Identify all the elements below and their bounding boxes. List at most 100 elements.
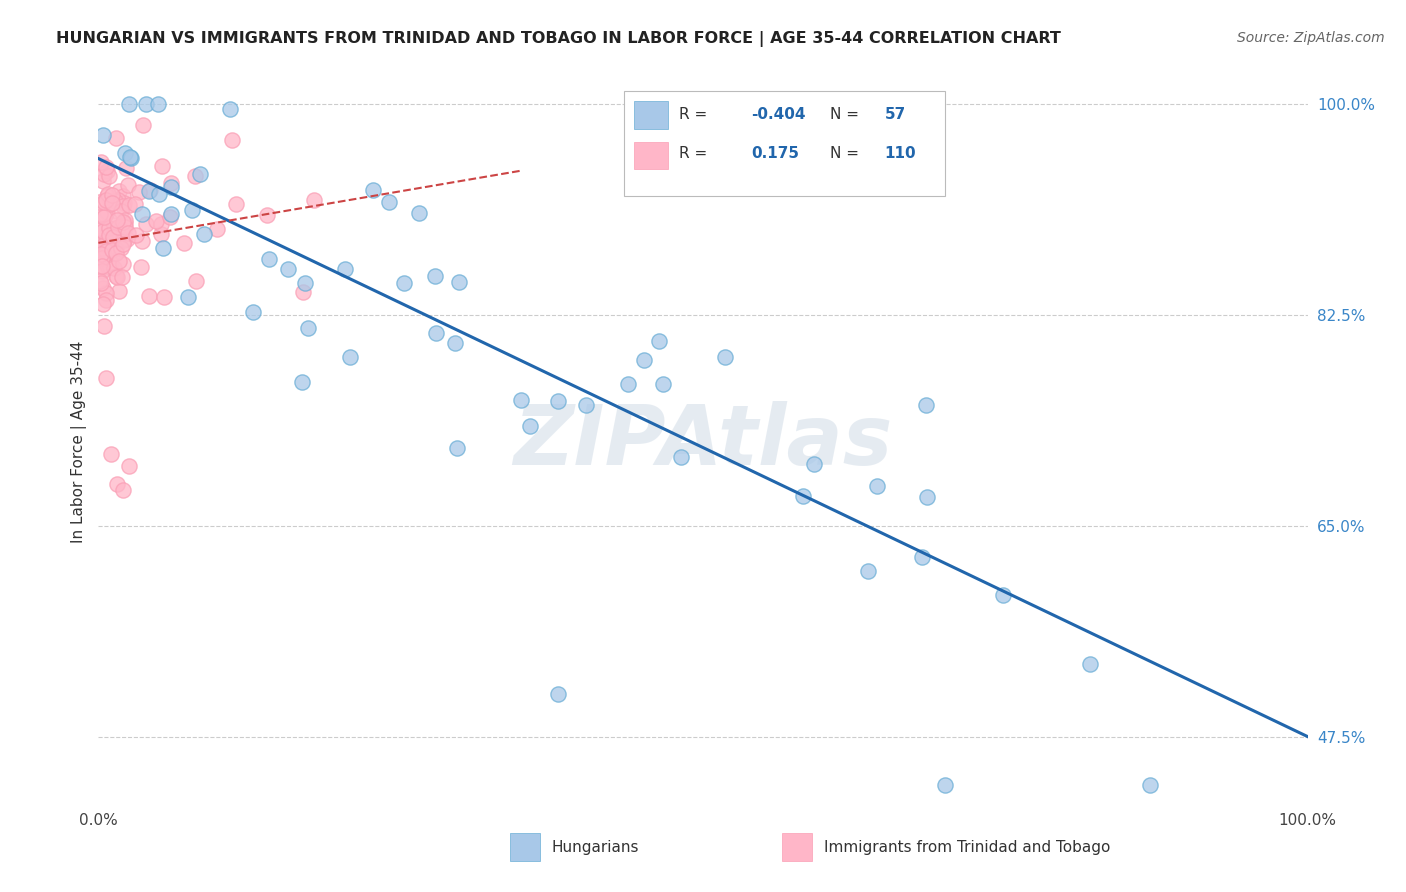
- Point: [669, 450, 692, 464]
- Point: [152, 241, 174, 255]
- Point: [792, 489, 814, 503]
- Point: [150, 159, 173, 173]
- Point: [221, 133, 243, 147]
- Point: [291, 375, 314, 389]
- Point: [110, 241, 132, 255]
- Point: [648, 334, 671, 348]
- Point: [114, 216, 136, 230]
- Point: [149, 227, 172, 242]
- Point: [94, 160, 117, 174]
- Point: [112, 214, 135, 228]
- Point: [87, 244, 110, 258]
- Point: [89, 221, 111, 235]
- Point: [93, 247, 115, 261]
- Point: [112, 196, 135, 211]
- Point: [333, 262, 356, 277]
- Text: 0.175: 0.175: [751, 146, 800, 161]
- Point: [90, 259, 112, 273]
- Point: [377, 195, 399, 210]
- Point: [100, 256, 122, 270]
- Point: [1078, 657, 1101, 671]
- Point: [118, 150, 141, 164]
- Point: [94, 244, 117, 258]
- Point: [91, 224, 114, 238]
- Point: [110, 223, 132, 237]
- Bar: [634, 101, 668, 128]
- Point: [94, 293, 117, 308]
- Point: [803, 458, 825, 472]
- Point: [117, 227, 139, 241]
- Point: [128, 185, 150, 199]
- Point: [184, 169, 207, 184]
- Text: N =: N =: [830, 107, 859, 121]
- Point: [135, 97, 157, 112]
- Point: [150, 217, 173, 231]
- Y-axis label: In Labor Force | Age 35-44: In Labor Force | Age 35-44: [72, 341, 87, 542]
- Point: [105, 213, 128, 227]
- Point: [94, 193, 117, 207]
- Point: [101, 230, 124, 244]
- Point: [519, 418, 541, 433]
- Point: [177, 289, 200, 303]
- Point: [277, 262, 299, 277]
- Point: [105, 269, 128, 284]
- Point: [118, 458, 141, 473]
- Point: [93, 318, 115, 333]
- Point: [159, 210, 181, 224]
- Text: -0.404: -0.404: [751, 107, 806, 121]
- Point: [112, 199, 135, 213]
- Point: [104, 194, 127, 209]
- Point: [93, 238, 115, 252]
- Point: [118, 97, 141, 112]
- Point: [94, 371, 117, 385]
- Point: [188, 167, 211, 181]
- Point: [547, 687, 569, 701]
- Point: [714, 350, 737, 364]
- Point: [915, 490, 938, 504]
- Point: [89, 223, 111, 237]
- Point: [124, 197, 146, 211]
- Point: [91, 128, 114, 143]
- Point: [107, 193, 129, 207]
- Point: [911, 550, 934, 565]
- Point: [103, 218, 125, 232]
- Point: [89, 207, 111, 221]
- Point: [181, 203, 204, 218]
- Point: [259, 252, 281, 266]
- Point: [101, 229, 124, 244]
- Point: [294, 276, 316, 290]
- Point: [148, 186, 170, 201]
- Point: [94, 285, 117, 300]
- Point: [96, 205, 118, 219]
- Point: [93, 208, 115, 222]
- Point: [160, 179, 183, 194]
- Point: [97, 260, 120, 275]
- Point: [138, 184, 160, 198]
- Text: 110: 110: [884, 146, 915, 161]
- Point: [292, 285, 315, 300]
- Point: [915, 397, 938, 411]
- Point: [219, 102, 242, 116]
- Point: [225, 196, 247, 211]
- Point: [242, 304, 264, 318]
- Point: [173, 235, 195, 250]
- Text: HUNGARIAN VS IMMIGRANTS FROM TRINIDAD AND TOBAGO IN LABOR FORCE | AGE 35-44 CORR: HUNGARIAN VS IMMIGRANTS FROM TRINIDAD AN…: [56, 31, 1062, 47]
- Point: [90, 247, 112, 261]
- Point: [125, 228, 148, 243]
- Point: [160, 207, 183, 221]
- Point: [132, 118, 155, 132]
- Point: [101, 187, 124, 202]
- Point: [118, 198, 141, 212]
- Point: [101, 196, 124, 211]
- Point: [444, 336, 467, 351]
- Point: [361, 183, 384, 197]
- Point: [112, 189, 135, 203]
- Point: [90, 155, 112, 169]
- Point: [107, 220, 129, 235]
- Point: [93, 210, 115, 224]
- Point: [114, 213, 136, 227]
- Point: [114, 233, 136, 247]
- Point: [90, 259, 112, 273]
- Point: [89, 274, 111, 288]
- Point: [547, 393, 569, 408]
